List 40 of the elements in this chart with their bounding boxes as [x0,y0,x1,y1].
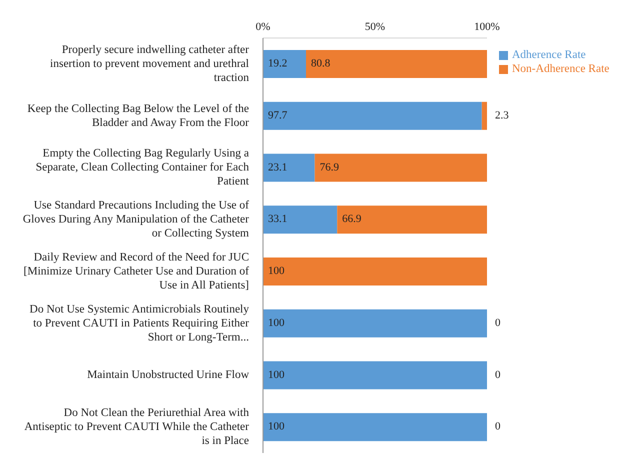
data-label: 0 [495,420,501,433]
bar [314,154,487,182]
x-tick-label: 100% [474,21,500,33]
y-tick-label: Empty the Collecting Bag Regularly Using a Separate, Clean Collecting Container for Each Patient [36,147,250,188]
bar [263,413,487,442]
bar [482,102,487,130]
y-tick-label: Keep the Collecting Bag Below the Level of the Bladder and Away From the Floor [27,102,250,128]
data-label: 100 [268,316,285,329]
y-tick-label: Daily Review and Record of the Need for JUC [Minimize Urinary Catheter Use and Duration of Use in All Patients] [24,251,250,292]
bar [263,206,338,234]
y-tick-label: Do Not Use Systemic Antimicrobials Routinely to Prevent CAUTI in Patients Requiring Either Short or Long-Term... [30,302,250,343]
legend-label: Adherence Rate [512,49,586,61]
x-tick-label: 50% [364,21,386,33]
y-tick-label: Maintain Unobstructed Urine Flow [87,368,250,381]
y-tick-label: Use Standard Precautions Including the Use of Gloves During Any Manipulation of the Catheter or Collecting System [22,199,250,240]
data-label: 33.1 [268,213,288,226]
data-label: 0 [495,316,501,329]
bar [263,258,487,286]
bar [263,102,482,130]
bar [263,361,487,390]
bar [337,206,487,234]
bar [306,50,487,78]
data-label: 2.3 [495,109,510,122]
data-label: 100 [268,368,285,381]
x-tick-label: 0% [256,21,270,33]
data-label: 97.7 [268,109,288,122]
bar [263,309,487,338]
data-label: 0 [495,368,501,381]
y-tick-label: Do Not Clean the Periurethial Area with Antiseptic to Prevent CAUTI While the Catheter is in Place [24,406,250,447]
legend-label: Non-Adherence Rate [512,63,610,75]
data-label: 100 [268,265,285,278]
data-label: 19.2 [268,58,288,70]
data-label: 66.9 [342,213,362,226]
y-tick-label: Properly secure indwelling catheter after insertion to prevent movement and urethral traction [50,44,250,84]
data-label: 23.1 [268,161,288,174]
bar [263,154,315,182]
data-label: 80.8 [311,58,331,70]
data-label: 100 [268,420,285,433]
bar [263,50,306,78]
data-label: 76.9 [320,161,340,174]
